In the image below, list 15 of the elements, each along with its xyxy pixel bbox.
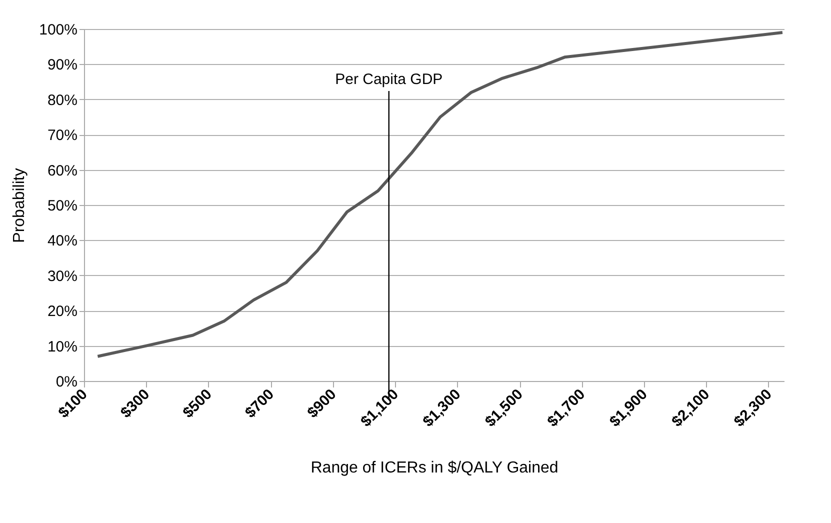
y-tick-label: 90% bbox=[47, 56, 78, 74]
x-axis-title: Range of ICERs in $/QALY Gained bbox=[310, 460, 558, 477]
y-tick-label: 20% bbox=[47, 303, 78, 320]
y-tick-label: 0% bbox=[56, 374, 78, 390]
y-tick-label: 70% bbox=[47, 127, 78, 144]
y-tick-label: 30% bbox=[47, 268, 78, 285]
y-tick-label: 10% bbox=[47, 338, 78, 356]
ref-line-label: Per Capita GDP bbox=[335, 71, 443, 88]
y-tick-label: 50% bbox=[47, 198, 78, 214]
y-tick-label: 100% bbox=[39, 22, 78, 38]
y-tick-label: 80% bbox=[47, 92, 78, 109]
y-axis-title: Probability bbox=[11, 168, 28, 243]
y-tick-label: 60% bbox=[47, 162, 78, 180]
y-tick-label: 40% bbox=[47, 232, 78, 250]
line-series bbox=[96, 31, 784, 358]
